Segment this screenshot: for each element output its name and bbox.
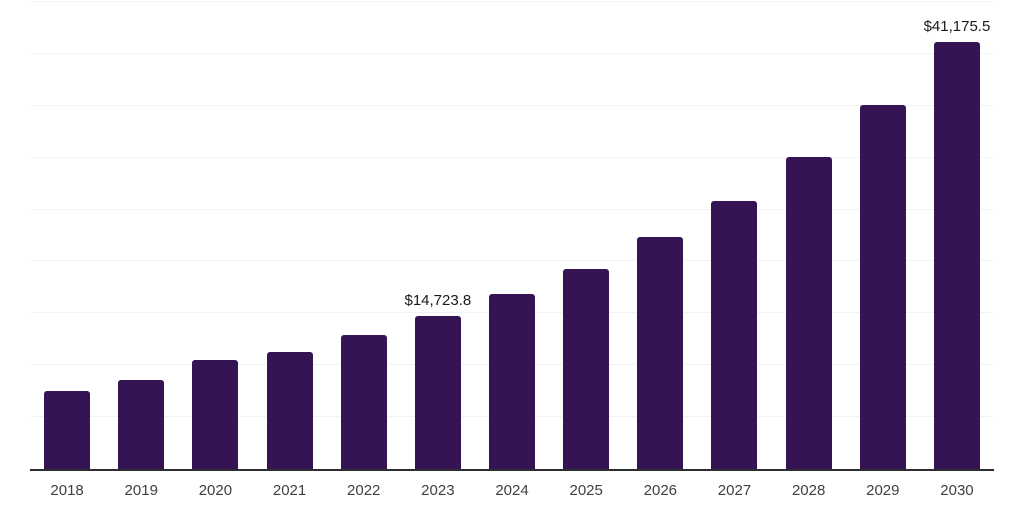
bar-2020 xyxy=(192,360,239,469)
bar-slot-2028 xyxy=(772,2,846,469)
bar-slot-2027 xyxy=(697,2,771,469)
bar-slot-2030: $41,175.5 xyxy=(920,2,994,469)
x-tick-label-2026: 2026 xyxy=(643,482,678,499)
bar-2022 xyxy=(340,335,387,469)
gridline xyxy=(30,156,994,158)
bar-slot-2025 xyxy=(549,2,623,469)
bar-slot-2021 xyxy=(252,2,326,469)
x-tick-label-2019: 2019 xyxy=(124,482,158,499)
bar-slot-2023: $14,723.8 xyxy=(401,2,475,469)
gridline xyxy=(30,1,994,2)
bar-slot-2020 xyxy=(178,2,252,469)
bar-2025 xyxy=(563,269,610,469)
x-tick-label-2020: 2020 xyxy=(198,482,233,499)
bar-2023 xyxy=(414,316,461,469)
gridline xyxy=(30,52,994,54)
x-tick-label-2027: 2027 xyxy=(717,482,752,499)
bar-slot-2018 xyxy=(30,2,104,469)
bar-slot-2019 xyxy=(104,2,178,469)
bar-series: $14,723.8 $41,175.5 xyxy=(30,2,994,469)
bar-2021 xyxy=(266,352,313,469)
bar-slot-2026 xyxy=(623,2,697,469)
bar-slot-2022 xyxy=(327,2,401,469)
bar-2018 xyxy=(44,391,91,469)
bar-2024 xyxy=(489,294,536,469)
x-tick-label-2021: 2021 xyxy=(272,482,307,499)
data-label-2030: $41,175.5 xyxy=(923,17,991,35)
x-axis: 2018 2019 2020 2021 2022 2023 2024 2025 2026 2027… xyxy=(30,481,994,501)
bar-2019 xyxy=(118,380,165,469)
x-tick-label-2025: 2025 xyxy=(569,482,603,499)
bar-2030 xyxy=(933,41,980,469)
x-tick-label-2022: 2022 xyxy=(347,482,381,499)
plot-area: $14,723.8 $41,175.5 xyxy=(30,1,994,471)
gridline xyxy=(30,260,994,262)
bar-2026 xyxy=(637,236,684,469)
x-tick-label-2029: 2029 xyxy=(866,482,900,499)
bar-slot-2024 xyxy=(475,2,549,469)
x-tick-label-2028: 2028 xyxy=(791,482,826,499)
x-tick-label-2030: 2030 xyxy=(940,482,974,499)
data-label-2023: $14,723.8 xyxy=(404,292,472,310)
bar-2027 xyxy=(711,200,758,469)
x-tick-label-2018: 2018 xyxy=(50,482,84,499)
bar-slot-2029 xyxy=(846,2,920,469)
bar-2028 xyxy=(785,157,832,469)
gridline xyxy=(30,208,994,210)
x-tick-label-2023: 2023 xyxy=(421,482,455,499)
x-tick-label-2024: 2024 xyxy=(495,482,529,499)
gridline xyxy=(30,104,994,106)
bar-2029 xyxy=(859,105,906,469)
